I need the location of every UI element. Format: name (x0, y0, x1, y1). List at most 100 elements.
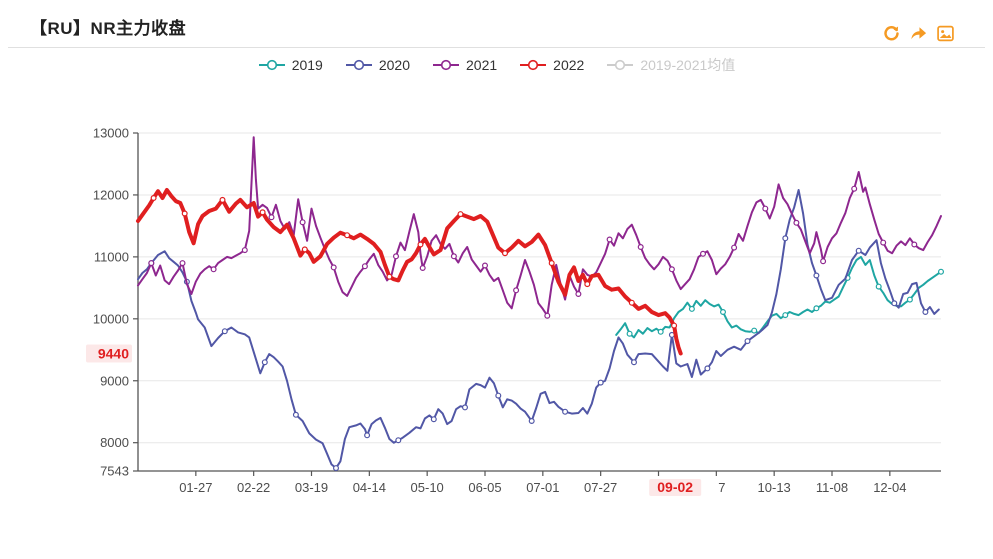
series-point-marker (793, 219, 800, 226)
series-point-marker (330, 264, 337, 271)
legend-marker-icon (345, 59, 372, 71)
series-point-marker (751, 327, 758, 334)
series-point-marker (457, 211, 464, 218)
x-axis-label: 01-27 (179, 480, 212, 495)
series-point-marker (880, 239, 887, 246)
series-point-marker (419, 265, 426, 272)
series-point-marker (179, 260, 186, 267)
y-axis-label: 8000 (100, 435, 129, 450)
series-point-marker (688, 305, 695, 312)
series-point-marker (544, 312, 551, 319)
series-point-marker (630, 359, 637, 366)
share-icon[interactable] (909, 24, 928, 43)
series-point-marker (150, 195, 157, 202)
series-point-marker (626, 330, 633, 337)
series-point-marker (548, 260, 555, 267)
series-point-marker (820, 258, 827, 265)
series-line-2019 (615, 255, 942, 339)
series-point-marker (584, 281, 591, 288)
series-point-marker (562, 408, 569, 415)
series-point-marker (450, 253, 457, 260)
series-point-marker (782, 312, 789, 319)
x-axis-label: 7 (718, 480, 725, 495)
series-point-marker (495, 392, 502, 399)
series-line-2022 (136, 188, 683, 356)
legend-item-2021[interactable]: 2021 (432, 57, 497, 73)
legend-marker-icon (433, 59, 460, 71)
series-point-marker (699, 250, 706, 257)
series-point-marker (911, 241, 918, 248)
legend-item-2020[interactable]: 2020 (345, 57, 410, 73)
series-point-marker (299, 219, 306, 226)
y-axis-label: 7543 (100, 464, 129, 479)
series-point-marker (671, 322, 678, 329)
series-point-marker (782, 235, 789, 242)
legend-item-2019-2021-[interactable]: 2019-2021均值 (606, 55, 735, 75)
series-point-marker (148, 260, 155, 267)
series-point-marker (261, 359, 268, 366)
legend-item-label: 2022 (553, 57, 585, 73)
x-current-label: 09-02 (657, 479, 693, 495)
x-axis-label: 02-22 (237, 480, 270, 495)
series-point-marker (813, 305, 820, 312)
series-point-marker (292, 411, 299, 418)
x-axis-label: 10-13 (758, 480, 791, 495)
series-point-marker (393, 253, 400, 260)
series-point-marker (482, 262, 489, 269)
series-point-marker (762, 205, 769, 212)
series-point-marker (395, 437, 402, 444)
x-axis-label: 07-27 (584, 480, 617, 495)
series-line-2021 (137, 136, 942, 317)
series-point-marker (606, 236, 613, 243)
legend-item-2022[interactable]: 2022 (519, 57, 584, 73)
export-image-icon[interactable] (936, 24, 955, 43)
x-axis-label: 12-04 (873, 480, 906, 495)
x-axis-label: 11-08 (816, 480, 848, 495)
series-point-marker (719, 309, 726, 316)
chart-legend: 2019 2020 2021 2022 2019-2021均值 (0, 55, 993, 75)
series-point-marker (259, 209, 266, 216)
series-point-marker (241, 247, 248, 254)
series-point-marker (219, 196, 226, 203)
legend-marker-icon (520, 59, 547, 71)
header-divider (8, 47, 985, 48)
legend-item-label: 2020 (378, 57, 411, 73)
series-point-marker (221, 328, 228, 335)
series-point-marker (528, 418, 535, 425)
series-point-marker (513, 287, 520, 294)
legend-item-2019[interactable]: 2019 (258, 57, 323, 73)
x-axis-label: 06-05 (468, 480, 501, 495)
y-axis-label: 10000 (93, 311, 129, 326)
legend-item-label: 2021 (466, 57, 498, 73)
series-point-marker (462, 404, 469, 411)
series-point-marker (813, 272, 820, 279)
series-point-marker (855, 247, 862, 254)
series-point-marker (744, 338, 751, 345)
refresh-icon[interactable] (882, 24, 901, 43)
series-point-marker (502, 250, 509, 257)
x-axis-label: 03-19 (295, 480, 328, 495)
series-point-marker (301, 246, 308, 253)
series-point-marker (875, 283, 882, 290)
series-point-marker (386, 273, 393, 280)
series-point-marker (704, 365, 711, 372)
series-point-marker (891, 300, 898, 307)
series-point-marker (851, 185, 858, 192)
series-point-marker (361, 263, 368, 270)
x-axis-label: 07-01 (526, 480, 559, 495)
series-point-marker (906, 296, 913, 303)
series-line-2020 (137, 189, 940, 470)
series-point-marker (430, 416, 437, 423)
y-current-label-bg (86, 344, 132, 363)
series-point-marker (637, 244, 644, 251)
y-axis-label: 12000 (93, 187, 129, 202)
series-point-marker (628, 299, 635, 306)
series-point-marker (333, 465, 340, 472)
series-point-marker (268, 214, 275, 221)
page-title: 【RU】NR主力收盘 (30, 19, 187, 38)
y-current-label: 9440 (98, 346, 129, 362)
series-point-marker (575, 291, 582, 298)
series-point-marker (937, 268, 944, 275)
series-point-marker (364, 432, 371, 439)
